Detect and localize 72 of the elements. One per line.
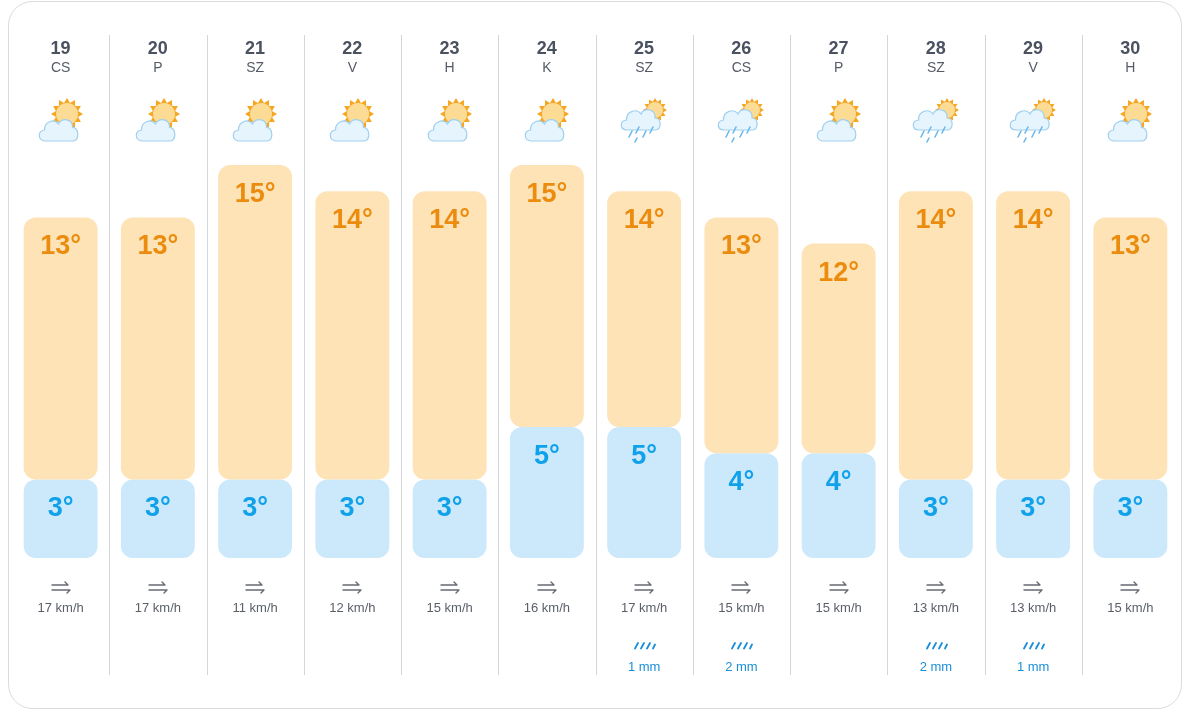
bar	[996, 191, 1071, 480]
text: 12 km/h	[329, 600, 376, 615]
text: 15 km/h	[1107, 600, 1154, 615]
total-label: 12°	[818, 256, 860, 287]
data-label: 3°	[922, 492, 949, 523]
text: 17 km/h 1 mm	[621, 600, 668, 674]
total-label: 15°	[234, 178, 276, 208]
data-label: 4°	[825, 466, 852, 497]
x-tick-label: 25 SZ	[634, 38, 655, 75]
total-label: 14°	[429, 204, 471, 235]
total-label: 14°	[1012, 204, 1054, 235]
bar	[704, 453, 779, 558]
data-label: 3°	[436, 492, 463, 523]
bar	[607, 191, 682, 427]
bar	[218, 165, 293, 480]
bar	[315, 191, 390, 480]
data-label: 5°	[631, 440, 658, 470]
text: 17 km/h	[37, 600, 84, 615]
data-label: 3°	[242, 492, 269, 523]
total-label: 13°	[40, 230, 82, 261]
bar	[23, 479, 98, 558]
data-label: 3°	[47, 492, 74, 523]
text: 15 km/h 2 mm	[718, 600, 765, 674]
total-label: 13°	[720, 230, 762, 261]
bar	[412, 479, 487, 558]
text: 16 km/h	[523, 600, 570, 615]
bar	[23, 217, 98, 480]
data-label: 3°	[1020, 492, 1047, 523]
x-tick-label: 19 CS	[50, 38, 71, 75]
text: 11 km/h	[232, 600, 278, 615]
x-tick-label: 26 CS	[731, 38, 752, 75]
total-label: 14°	[331, 204, 373, 235]
total-label: 13°	[137, 230, 179, 261]
bar	[509, 165, 584, 427]
bar	[607, 427, 682, 558]
data-label: 3°	[1117, 492, 1144, 523]
bar	[509, 427, 584, 558]
text: 13 km/h 2 mm	[912, 600, 959, 674]
bar	[412, 191, 487, 480]
bar	[801, 243, 876, 454]
bar	[1093, 217, 1168, 480]
x-tick-label: 27 P	[828, 38, 849, 75]
text: 17 km/h	[134, 600, 181, 615]
text: 15 km/h	[815, 600, 862, 615]
data-label: 5°	[533, 440, 560, 470]
bar	[898, 191, 973, 480]
bar	[704, 217, 779, 454]
bar	[898, 479, 973, 558]
total-label: 15°	[526, 178, 568, 208]
x-tick-label: 24 K	[536, 38, 557, 75]
data-label: 3°	[144, 492, 171, 523]
bar	[1093, 479, 1168, 558]
x-tick-label: 20 P	[147, 38, 168, 75]
x-tick-label: 29 V	[1023, 38, 1044, 75]
bar	[218, 479, 293, 558]
data-label: 4°	[728, 466, 755, 497]
bar	[801, 453, 876, 558]
total-label: 14°	[623, 204, 665, 235]
x-tick-label: 28 SZ	[925, 38, 946, 75]
x-tick-label: 21 SZ	[245, 38, 266, 75]
total-label: 13°	[1109, 230, 1151, 261]
x-tick-label: 23 H	[439, 38, 460, 75]
text: 13 km/h 1 mm	[1010, 600, 1057, 674]
x-tick-label: 30 H	[1120, 38, 1141, 75]
data-label: 3°	[339, 492, 366, 523]
total-label: 14°	[915, 204, 957, 235]
bar	[120, 479, 195, 558]
bar	[315, 479, 390, 558]
bar	[120, 217, 195, 480]
bar	[996, 479, 1071, 558]
x-tick-label: 22 V	[342, 38, 363, 75]
text: 15 km/h	[426, 600, 473, 615]
